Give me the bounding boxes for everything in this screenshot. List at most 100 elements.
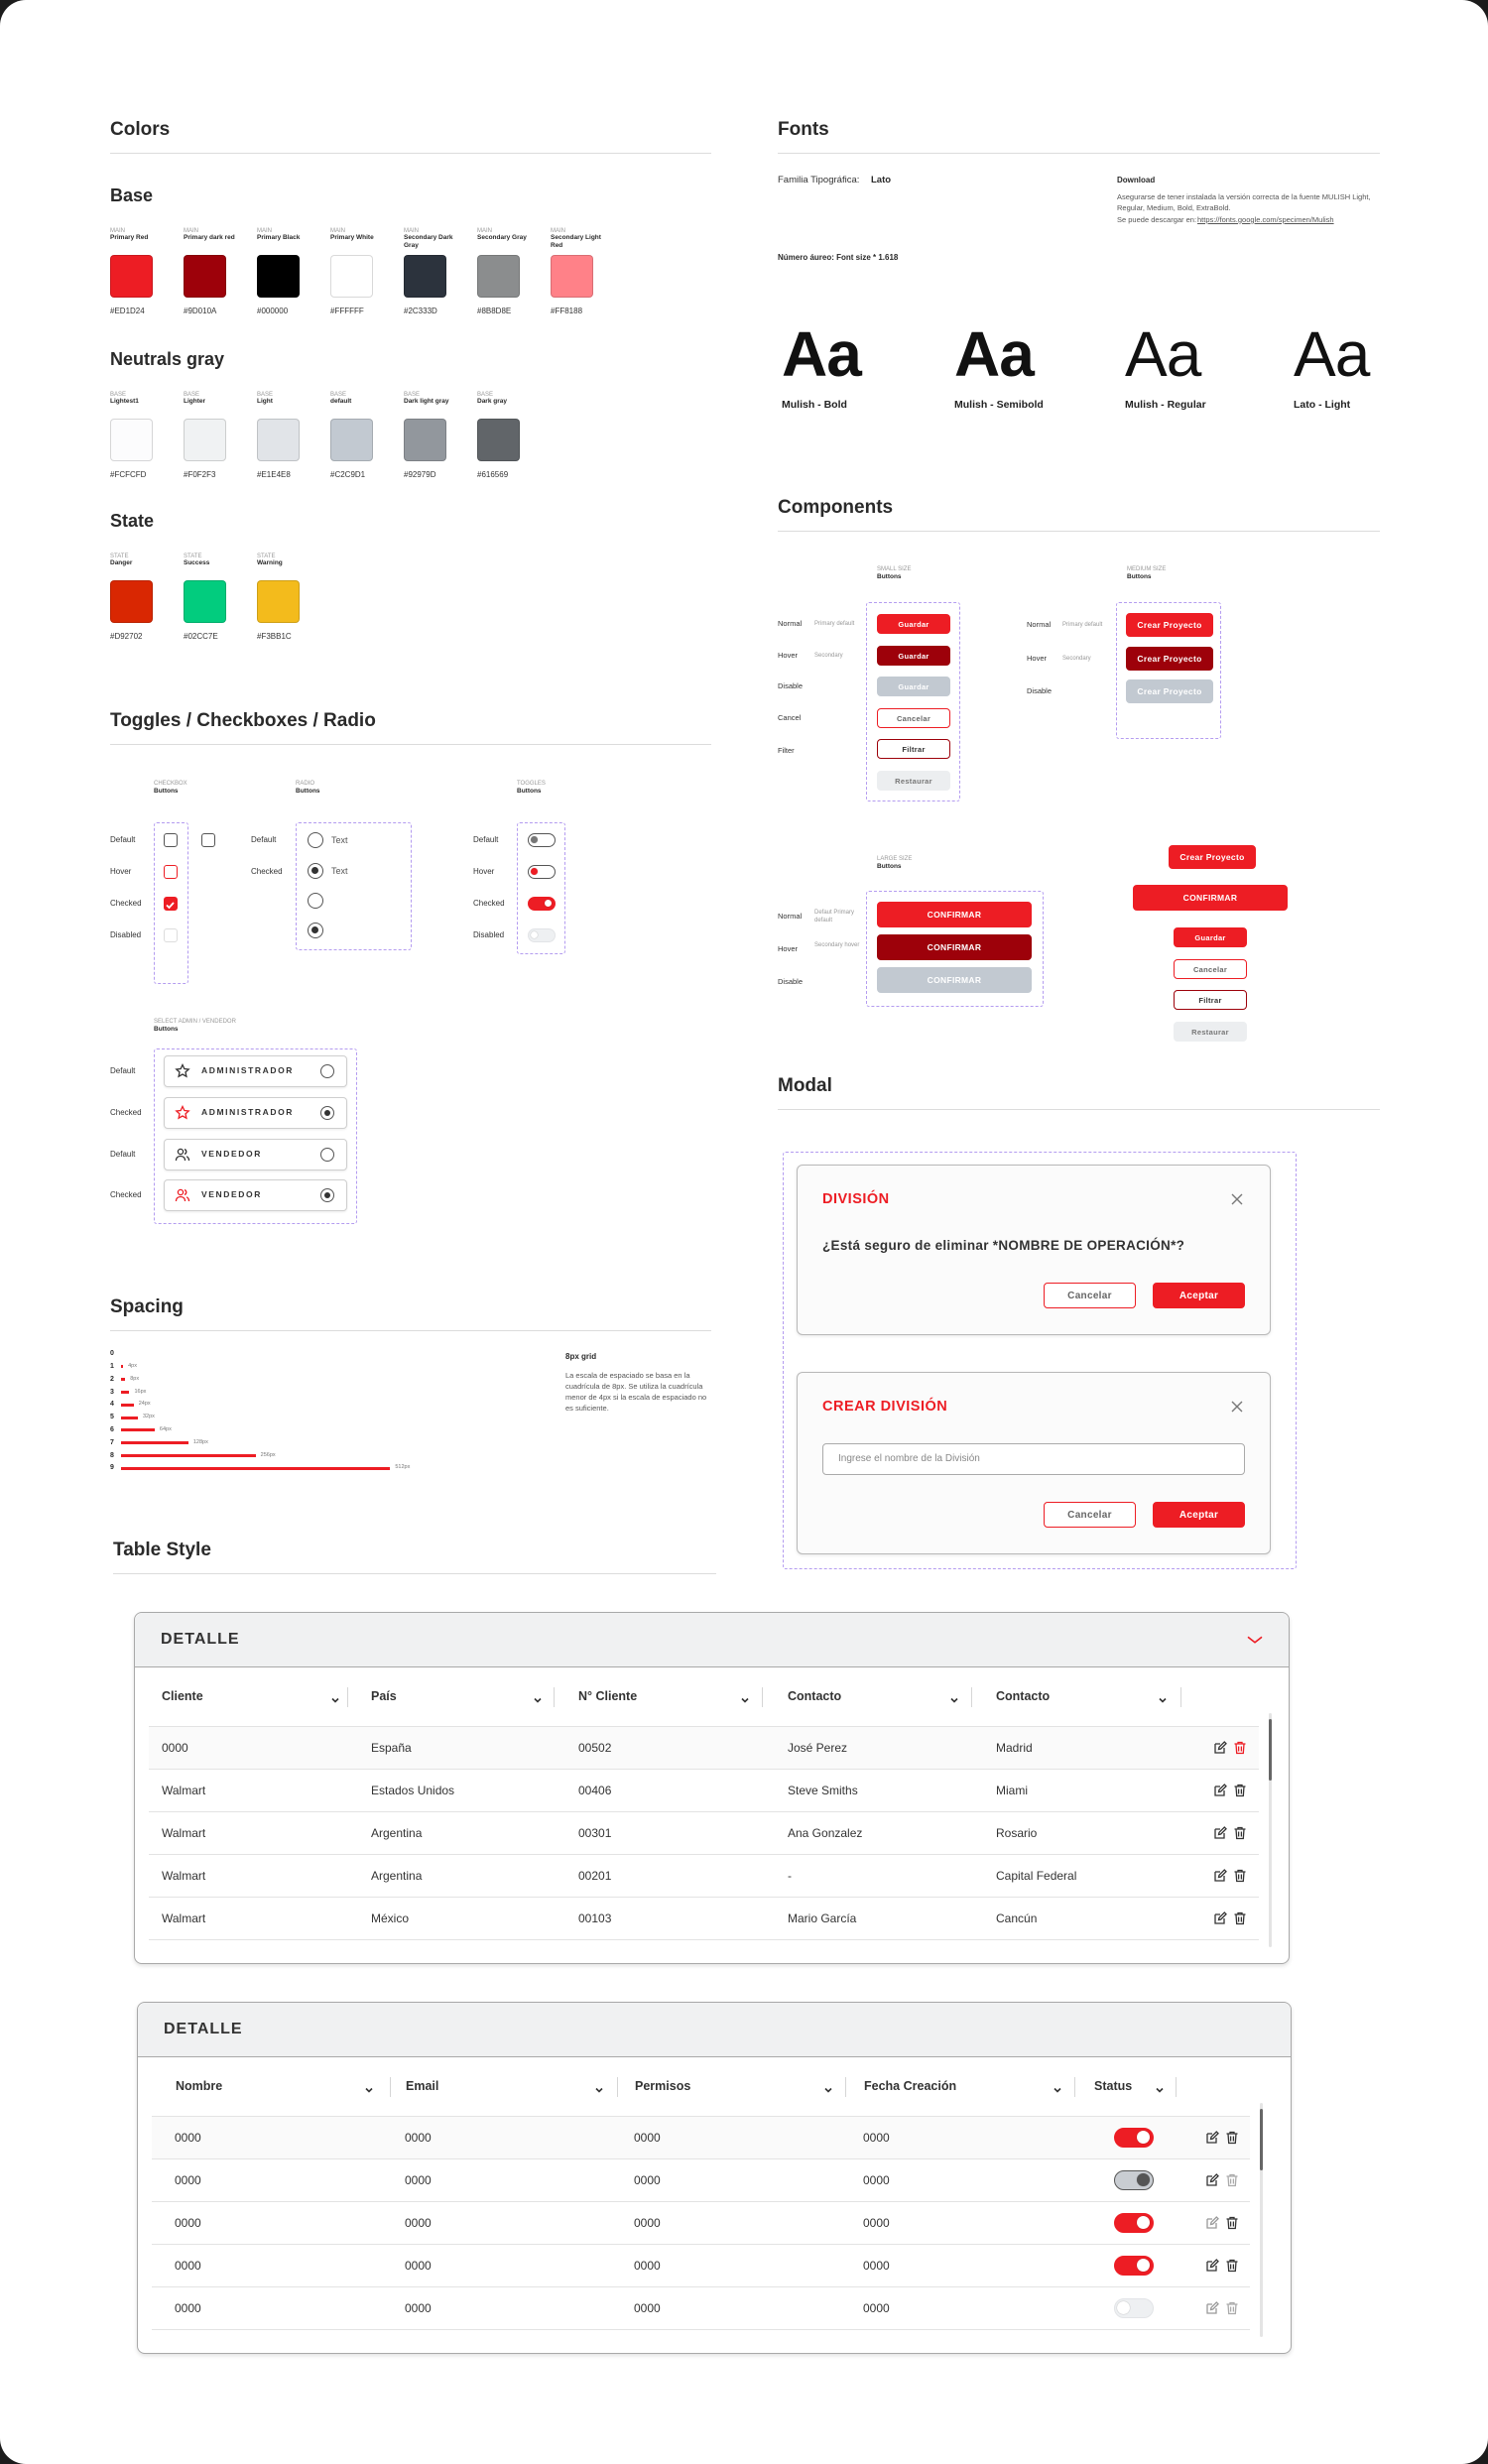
button[interactable]: Guardar [877, 646, 950, 666]
delete-button[interactable] [1232, 1740, 1248, 1756]
button[interactable]: Cancelar [1044, 1283, 1136, 1308]
modal-close[interactable] [1230, 1192, 1244, 1206]
checkbox[interactable] [164, 897, 178, 911]
toggle[interactable] [1114, 2298, 1154, 2318]
button[interactable]: Crear Proyecto [1126, 647, 1213, 671]
toggle[interactable] [1114, 2256, 1154, 2276]
text-input[interactable] [822, 1443, 1245, 1475]
table-cell: José Perez [788, 1740, 848, 1755]
modal-close[interactable] [1230, 1400, 1244, 1414]
row-label: Checked [251, 867, 283, 877]
sort-toggle[interactable] [1158, 1692, 1168, 1703]
button[interactable]: Crear Proyecto [1126, 679, 1213, 703]
sort-toggle[interactable] [533, 1692, 543, 1703]
edit-button[interactable] [1212, 1783, 1228, 1798]
toggle[interactable] [1114, 2170, 1154, 2190]
button[interactable]: Filtrar [877, 739, 950, 759]
select-item[interactable] [164, 1055, 347, 1087]
edit-button[interactable] [1204, 2130, 1220, 2146]
checkbox[interactable] [164, 833, 178, 847]
spacing-size: 256px [260, 1451, 276, 1458]
toggle[interactable] [1114, 2213, 1154, 2233]
select-label: VENDEDOR [201, 1189, 262, 1200]
edit-button[interactable] [1212, 1868, 1228, 1884]
button[interactable]: Crear Proyecto [1169, 845, 1256, 869]
edit-button[interactable] [1204, 2258, 1220, 2274]
checkbox[interactable] [201, 833, 215, 847]
button[interactable]: CONFIRMAR [877, 967, 1032, 993]
section-divider [778, 1109, 1380, 1110]
sort-toggle[interactable] [594, 2082, 604, 2093]
button[interactable]: CONFIRMAR [1133, 885, 1288, 911]
delete-button[interactable] [1232, 1825, 1248, 1841]
button[interactable]: Cancelar [1174, 959, 1247, 979]
edit-button[interactable] [1204, 2215, 1220, 2231]
radio[interactable] [308, 863, 323, 879]
collapse-toggle[interactable] [1246, 1631, 1264, 1649]
edit-button[interactable] [1212, 1740, 1228, 1756]
delete-button[interactable] [1224, 2215, 1240, 2231]
button[interactable]: Restaurar [1174, 1022, 1247, 1042]
delete-button[interactable] [1224, 2300, 1240, 2316]
toggle[interactable] [528, 897, 556, 911]
section-title: Colors [110, 118, 171, 140]
button[interactable]: CONFIRMAR [877, 934, 1032, 960]
sort-toggle[interactable] [823, 2082, 833, 2093]
checkbox[interactable] [164, 865, 178, 879]
sort-toggle[interactable] [740, 1692, 750, 1703]
scrollbar-thumb[interactable] [1260, 2109, 1263, 2170]
delete-button[interactable] [1224, 2258, 1240, 2274]
radio[interactable] [308, 832, 323, 848]
button[interactable]: Guardar [877, 614, 950, 634]
column-divider [1176, 2077, 1177, 2097]
sort-toggle[interactable] [1155, 2082, 1165, 2093]
button[interactable]: Crear Proyecto [1126, 613, 1213, 637]
scrollbar-thumb[interactable] [1269, 1719, 1272, 1781]
button[interactable]: Guardar [877, 677, 950, 696]
edit-button[interactable] [1204, 2300, 1220, 2316]
button[interactable]: Restaurar [877, 771, 950, 791]
swatch-tag: MAIN [184, 227, 198, 234]
button[interactable]: Aceptar [1153, 1283, 1245, 1308]
group-tag: SELECT ADMIN / VENDEDOR [154, 1018, 236, 1025]
button[interactable]: Filtrar [1174, 990, 1247, 1010]
sort-toggle[interactable] [1053, 2082, 1062, 2093]
table-cell: 0000 [405, 2130, 432, 2145]
select-item[interactable] [164, 1139, 347, 1170]
delete-button[interactable] [1232, 1868, 1248, 1884]
table-cell: 00301 [578, 1825, 612, 1840]
toggle[interactable] [1114, 2128, 1154, 2148]
delete-button[interactable] [1224, 2130, 1240, 2146]
section-title: Table Style [113, 1539, 211, 1560]
edit-button[interactable] [1204, 2172, 1220, 2188]
toggle[interactable] [528, 833, 556, 847]
checkbox[interactable] [164, 928, 178, 942]
toggle[interactable] [528, 928, 556, 942]
button[interactable]: Aceptar [1153, 1502, 1245, 1528]
radio[interactable] [308, 893, 323, 909]
sort-toggle[interactable] [364, 2082, 374, 2093]
edit-button[interactable] [1212, 1910, 1228, 1926]
edit-button[interactable] [1212, 1825, 1228, 1841]
button[interactable]: Cancelar [1044, 1502, 1136, 1528]
column-divider [1180, 1687, 1181, 1707]
spacing-step: 3 [110, 1388, 114, 1396]
sort-toggle[interactable] [949, 1692, 959, 1703]
table-cell: 0000 [634, 2172, 661, 2187]
delete-button[interactable] [1224, 2172, 1240, 2188]
download-link[interactable]: https://fonts.google.com/specimen/Mulish [1197, 214, 1334, 224]
swatch [257, 580, 300, 623]
modal-title: CREAR DIVISIÓN [822, 1398, 948, 1415]
radio[interactable] [308, 923, 323, 938]
button[interactable]: CONFIRMAR [877, 902, 1032, 927]
delete-button[interactable] [1232, 1910, 1248, 1926]
delete-button[interactable] [1232, 1783, 1248, 1798]
toggle[interactable] [528, 865, 556, 879]
sort-toggle[interactable] [330, 1692, 340, 1703]
select-item[interactable] [164, 1179, 347, 1211]
select-item[interactable] [164, 1097, 347, 1129]
toggle-knob [531, 868, 538, 875]
button[interactable]: Guardar [1174, 927, 1247, 947]
button[interactable]: Cancelar [877, 708, 950, 728]
